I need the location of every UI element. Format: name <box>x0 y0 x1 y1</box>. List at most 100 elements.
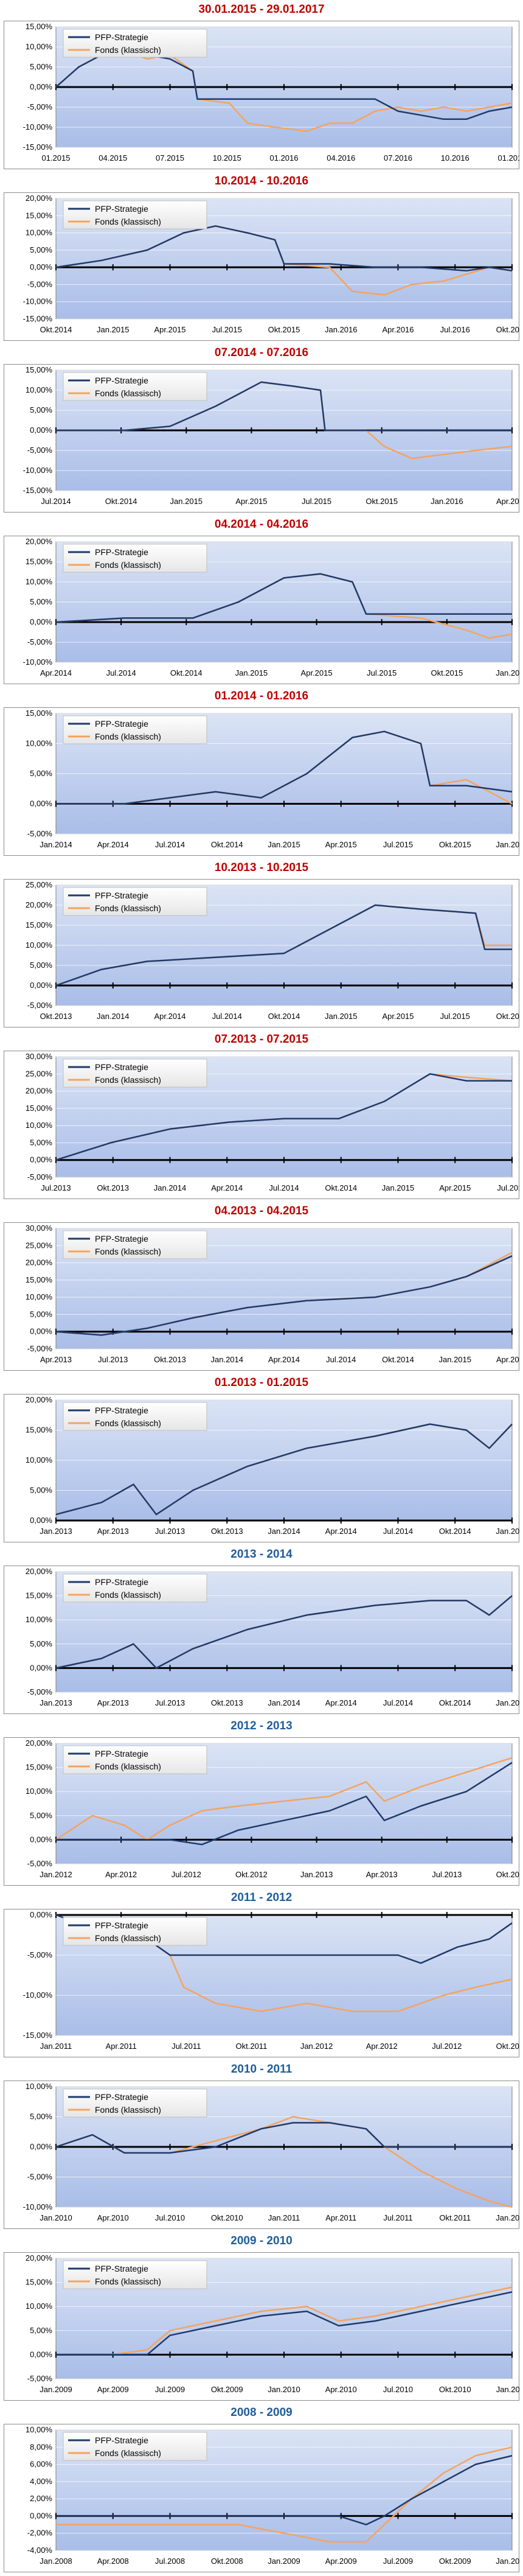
y-tick-label: 5,00% <box>30 1138 52 1147</box>
x-tick-label: Jan.2016 <box>431 497 463 506</box>
legend-label: PFP-Strategie <box>95 2435 148 2445</box>
y-tick-label: 10,00% <box>26 1615 53 1624</box>
y-tick-label: 6,00% <box>30 2460 52 2469</box>
x-tick-label: Jul.2011 <box>383 2213 412 2222</box>
y-tick-label: 0,00% <box>30 2350 52 2359</box>
x-tick-label: Jul.2015 <box>440 1012 470 1021</box>
y-tick-label: 25,00% <box>26 1241 53 1250</box>
y-tick-label: 5,00% <box>30 1811 52 1820</box>
legend <box>63 2260 207 2289</box>
x-tick-label: Okt.2014 <box>325 1183 357 1192</box>
y-tick-label: 10,00% <box>26 1121 53 1130</box>
series-line-pfp-strategie <box>55 1255 513 1336</box>
y-tick-label: 0,00% <box>30 799 52 808</box>
y-tick-label: 15,00% <box>26 557 53 566</box>
x-tick-label: Apr.2013 <box>366 1870 398 1879</box>
x-tick-label: Jan.2010 <box>40 2213 72 2222</box>
y-tick-label: 0,00% <box>30 2142 52 2151</box>
x-tick-label: Okt.2015 <box>268 325 300 334</box>
legend-label: Fonds (klassisch) <box>95 903 161 913</box>
y-tick-label: -10,00% <box>23 297 53 306</box>
x-tick-label: Okt.2013 <box>97 1183 129 1192</box>
x-tick-label: Apr.2008 <box>97 2557 129 2566</box>
x-tick-label: 07.2016 <box>384 153 412 163</box>
legend-label: PFP-Strategie <box>95 891 148 900</box>
legend-label: PFP-Strategie <box>95 204 148 214</box>
x-tick-label: Okt.2013 <box>154 1355 186 1364</box>
x-tick-label: Okt.2015 <box>496 1012 519 1021</box>
x-tick-label: Jan.2014 <box>268 1527 300 1536</box>
y-tick-label: 0,00% <box>30 1835 52 1844</box>
x-tick-label: Apr.2012 <box>105 1870 137 1879</box>
chart-title: 2012 - 2013 <box>230 1720 293 1732</box>
chart-title: 10.2014 - 10.2016 <box>214 175 309 187</box>
y-tick-label: 5,00% <box>30 961 52 970</box>
y-tick-label: 10,00% <box>26 739 53 748</box>
y-tick-label: 0,00% <box>30 1155 52 1164</box>
line-chart: 30,00% 25,00% 20,00% 15,00% 10,00% 5,00% 0,00%… <box>4 1051 519 1199</box>
x-tick-label: Apr.2012 <box>366 2042 398 2051</box>
legend <box>63 1745 207 1774</box>
x-tick-label: Jul.2015 <box>212 325 242 334</box>
y-tick-label: -4,00% <box>27 2546 53 2555</box>
x-tick-label: Jan.2015 <box>325 1012 358 1021</box>
x-tick-label: Jul.2013 <box>432 1870 462 1879</box>
line-chart: 10,00% 5,00% 0,00% -5,00% -10,00% Jan.2010 Apr… <box>4 2081 519 2229</box>
chart-block: 01.2013 - 01.2015 20,00% 15,00% 10,00% 5,00%… <box>0 1373 523 1545</box>
legend-label: Fonds (klassisch) <box>95 2277 161 2286</box>
x-tick-label: Jan.2010 <box>496 2557 519 2566</box>
y-tick-label: 30,00% <box>26 1052 53 1061</box>
series-line-fonds-klassisch <box>56 2446 513 2543</box>
x-tick-label: Jan.2008 <box>40 2557 72 2566</box>
chart-block: 2013 - 2014 20,00% 15,00% 10,00% 5,00% 0,00% -… <box>0 1545 523 1717</box>
y-tick-label: -10,00% <box>23 1990 53 2000</box>
x-tick-label: Okt.2015 <box>365 497 398 506</box>
legend-label: PFP-Strategie <box>95 1577 148 1587</box>
y-tick-label: 15,00% <box>26 22 53 31</box>
y-tick-label: 2,00% <box>30 2494 52 2503</box>
y-tick-label: -15,00% <box>23 314 53 323</box>
legend-label: Fonds (klassisch) <box>95 2448 161 2458</box>
line-chart: 20,00% 15,00% 10,00% 5,00% 0,00% -5,00% Jan.20… <box>4 1737 519 1886</box>
series-line-pfp-strategie <box>56 381 512 432</box>
chart-block: 07.2014 - 07.2016 15,00% 10,00% 5,00% 0,00% -… <box>0 343 523 515</box>
x-tick-label: Apr.2015 <box>235 497 267 506</box>
y-tick-label: -10,00% <box>23 2202 53 2211</box>
x-tick-label: Apr.2015 <box>154 325 185 334</box>
x-tick-label: Apr.2013 <box>97 1698 129 1707</box>
y-tick-label: 5,00% <box>30 2112 52 2121</box>
y-tick-label: 15,00% <box>26 709 53 718</box>
y-tick-label: 15,00% <box>26 1426 53 1435</box>
line-chart: 10,00% 8,00% 6,00% 4,00% 2,00% 0,00% -2,00% -4,… <box>4 2424 519 2572</box>
legend <box>63 887 207 916</box>
x-tick-label: Jul.2010 <box>383 2385 413 2394</box>
x-tick-label: Jan.2015 <box>97 325 130 334</box>
x-tick-label: Jan.2011 <box>496 2385 519 2394</box>
y-tick-label: 5,00% <box>30 1486 52 1495</box>
x-tick-label: Apr.2016 <box>496 497 519 506</box>
series-line-pfp-strategie <box>56 1762 513 1846</box>
x-tick-label: Jan.2012 <box>40 1870 72 1879</box>
legend-label: Fonds (klassisch) <box>95 732 161 741</box>
x-tick-label: 07.2015 <box>156 153 184 163</box>
chart-title: 2013 - 2014 <box>230 1548 293 1561</box>
legend-label: PFP-Strategie <box>95 719 148 729</box>
x-tick-label: 10.2016 <box>441 153 469 163</box>
legend-label: Fonds (klassisch) <box>95 45 161 55</box>
x-tick-label: Okt.2013 <box>40 1012 72 1021</box>
legend-label: PFP-Strategie <box>95 1920 148 1930</box>
legend <box>63 1573 207 1603</box>
x-tick-label: Jan.2014 <box>268 1698 300 1707</box>
legend-label: PFP-Strategie <box>95 376 148 385</box>
y-tick-label: -2,00% <box>27 2529 53 2538</box>
y-tick-label: 20,00% <box>26 1087 53 1096</box>
x-tick-label: Jul.2011 <box>171 2042 201 2051</box>
y-tick-label: 15,00% <box>26 2278 53 2287</box>
x-tick-label: Apr.2015 <box>325 840 357 849</box>
legend-label: Fonds (klassisch) <box>95 1247 161 1256</box>
x-tick-label: Okt.2013 <box>211 1698 243 1707</box>
x-tick-label: Apr.2010 <box>325 2385 357 2394</box>
series-line-fonds-klassisch <box>56 2286 513 2356</box>
y-tick-label: 0,00% <box>30 1910 52 1919</box>
x-tick-label: Jan.2009 <box>268 2557 300 2566</box>
